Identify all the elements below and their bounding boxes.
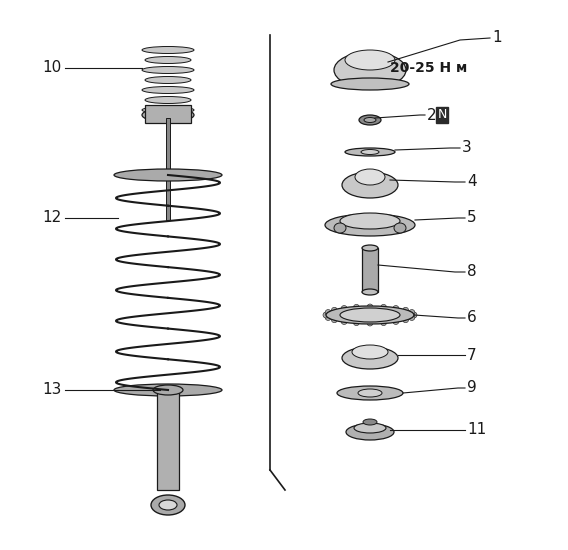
Ellipse shape <box>334 223 346 233</box>
Ellipse shape <box>409 310 415 316</box>
Ellipse shape <box>353 304 360 310</box>
Ellipse shape <box>411 312 417 318</box>
Text: 6: 6 <box>467 311 477 326</box>
Ellipse shape <box>151 495 185 515</box>
Ellipse shape <box>364 118 376 123</box>
Ellipse shape <box>114 384 222 396</box>
Ellipse shape <box>363 419 377 425</box>
Text: 7: 7 <box>467 348 477 362</box>
Ellipse shape <box>358 389 382 397</box>
Ellipse shape <box>331 307 337 314</box>
Ellipse shape <box>145 76 191 84</box>
Text: 10: 10 <box>43 60 62 75</box>
Bar <box>157 390 179 490</box>
Ellipse shape <box>409 315 415 321</box>
Ellipse shape <box>142 67 194 74</box>
Ellipse shape <box>394 223 406 233</box>
Ellipse shape <box>355 169 385 185</box>
Ellipse shape <box>367 304 373 310</box>
Ellipse shape <box>362 245 378 251</box>
Ellipse shape <box>325 315 331 321</box>
Ellipse shape <box>334 52 406 88</box>
Ellipse shape <box>142 107 194 113</box>
Ellipse shape <box>337 386 403 400</box>
Text: 5: 5 <box>467 211 477 226</box>
Ellipse shape <box>341 318 347 324</box>
Ellipse shape <box>323 312 329 318</box>
Ellipse shape <box>342 172 398 198</box>
Ellipse shape <box>142 86 194 94</box>
Ellipse shape <box>145 57 191 63</box>
Ellipse shape <box>345 50 395 70</box>
Ellipse shape <box>353 320 360 326</box>
Ellipse shape <box>159 500 177 510</box>
Ellipse shape <box>381 304 387 310</box>
Text: 20-25 Н м: 20-25 Н м <box>390 61 467 75</box>
Ellipse shape <box>367 320 373 326</box>
Ellipse shape <box>114 169 222 181</box>
Ellipse shape <box>340 308 400 322</box>
Ellipse shape <box>326 306 414 324</box>
Ellipse shape <box>331 317 337 323</box>
Ellipse shape <box>142 47 194 53</box>
Ellipse shape <box>403 317 408 323</box>
Bar <box>362 248 378 292</box>
Ellipse shape <box>393 318 399 324</box>
Text: 2: 2 <box>427 107 437 123</box>
Ellipse shape <box>352 345 388 359</box>
Ellipse shape <box>359 115 381 125</box>
Ellipse shape <box>325 214 415 236</box>
Text: 13: 13 <box>43 382 62 398</box>
Ellipse shape <box>393 306 399 311</box>
Text: 11: 11 <box>467 422 486 437</box>
Ellipse shape <box>341 306 347 311</box>
Text: N: N <box>437 108 446 122</box>
Ellipse shape <box>345 148 395 156</box>
Text: 4: 4 <box>467 174 477 190</box>
Bar <box>145 105 191 123</box>
Ellipse shape <box>142 108 194 122</box>
Ellipse shape <box>331 78 409 90</box>
Ellipse shape <box>340 213 400 229</box>
Text: 3: 3 <box>462 140 472 156</box>
Text: 1: 1 <box>492 30 502 46</box>
Bar <box>166 118 170 220</box>
Ellipse shape <box>145 96 191 103</box>
Text: 8: 8 <box>467 265 477 279</box>
Ellipse shape <box>346 424 394 440</box>
Ellipse shape <box>403 307 408 314</box>
Ellipse shape <box>354 423 386 433</box>
Ellipse shape <box>361 150 379 155</box>
Ellipse shape <box>153 385 183 395</box>
Text: 9: 9 <box>467 381 477 395</box>
Text: 12: 12 <box>43 211 62 226</box>
Ellipse shape <box>325 310 331 316</box>
Ellipse shape <box>342 347 398 369</box>
Ellipse shape <box>362 289 378 295</box>
Ellipse shape <box>381 320 387 326</box>
